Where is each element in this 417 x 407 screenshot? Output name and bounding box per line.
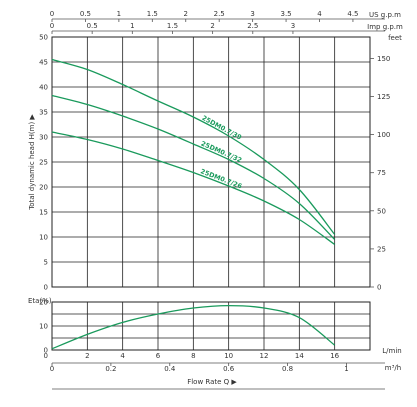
lpm-unit-label: L/min [382,347,401,355]
us-gpm-tick-label: 1.5 [147,10,158,18]
eff-curve [51,304,336,350]
head-y-tick: 35 [39,109,48,117]
curves-layer [51,58,336,350]
m3h-tick-label: 1 [344,365,348,373]
imp-gpm-unit-label: Imp g.p.m [367,23,403,31]
imp-gpm-tick-label: 0 [50,22,54,30]
flow-rate-title: Flow Rate Q ▶ [187,378,237,386]
head-y-tick: 45 [39,59,48,67]
head-y-tick: 10 [39,234,48,242]
eff-y-tick: 0 [44,347,48,355]
head-y-tick: 20 [39,184,48,192]
imp-gpm-tick-label: 2.5 [247,22,258,30]
lpm-tick-label: 14 [295,352,304,360]
eff-y-tick: 20 [39,299,48,307]
text-layer: 051015202530354045500255075100125150feet… [28,10,403,386]
m3h-tick-label: 0 [50,365,54,373]
imp-gpm-tick-label: 2 [210,22,214,30]
head-y-tick: 50 [39,34,48,42]
lpm-tick-label: 2 [85,352,89,360]
head-y-tick: 0 [44,284,48,292]
us-gpm-tick-label: 2.5 [214,10,225,18]
feet-unit-label: feet [388,34,402,42]
head-curve-2 [51,94,336,240]
m3h-tick-label: 0.4 [164,365,176,373]
head-curve-1 [51,58,336,235]
eff-y-tick: 10 [39,323,48,331]
us-gpm-tick-label: 3.5 [280,10,291,18]
us-gpm-tick-label: 3 [250,10,254,18]
imp-gpm-tick-label: 3 [291,22,295,30]
feet-tick-label: 125 [377,93,390,101]
m3h-tick-label: 0.8 [282,365,293,373]
feet-tick-label: 100 [377,131,390,139]
us-gpm-unit-label: US g.p.m [369,11,401,19]
us-gpm-tick-label: 4.5 [347,10,358,18]
lpm-tick-label: 6 [156,352,161,360]
us-gpm-tick-label: 1 [117,10,121,18]
feet-tick-label: 0 [377,284,381,292]
imp-gpm-tick-label: 1 [130,22,134,30]
feet-tick-label: 25 [377,245,386,253]
head-axis-title: Total dynamic head H(m) ▶ [28,114,36,211]
m3h-tick-label: 0.2 [105,365,116,373]
lpm-zero-label: 0 [44,352,48,360]
grid-layer [51,18,385,390]
head-y-tick: 15 [39,209,48,217]
lpm-tick-label: 8 [191,352,195,360]
head-y-tick: 5 [44,259,48,267]
lpm-tick-label: 16 [330,352,339,360]
imp-gpm-tick-label: 0.5 [87,22,98,30]
eff-axis-title: Eta(%) [28,297,52,305]
us-gpm-tick-label: 0 [50,10,54,18]
head-y-tick: 25 [39,159,48,167]
us-gpm-tick-label: 2 [184,10,188,18]
imp-gpm-tick-label: 1.5 [167,22,178,30]
us-gpm-tick-label: 0.5 [80,10,91,18]
head-curve-3 [51,131,336,246]
lpm-tick-label: 10 [224,352,233,360]
head-y-tick: 40 [39,84,48,92]
m3h-tick-label: 0.6 [223,365,235,373]
curve-label-2: 25DM0.7/32 [200,139,243,164]
feet-tick-label: 75 [377,169,386,177]
lpm-tick-label: 12 [260,352,269,360]
curve-label-1: 25DM0.7/39 [200,114,243,142]
us-gpm-tick-label: 4 [317,10,322,18]
feet-tick-label: 150 [377,55,390,63]
feet-tick-label: 50 [377,207,386,215]
head-y-tick: 30 [39,134,48,142]
lpm-tick-label: 4 [120,352,125,360]
m3h-unit-label: m³/h [385,364,401,372]
